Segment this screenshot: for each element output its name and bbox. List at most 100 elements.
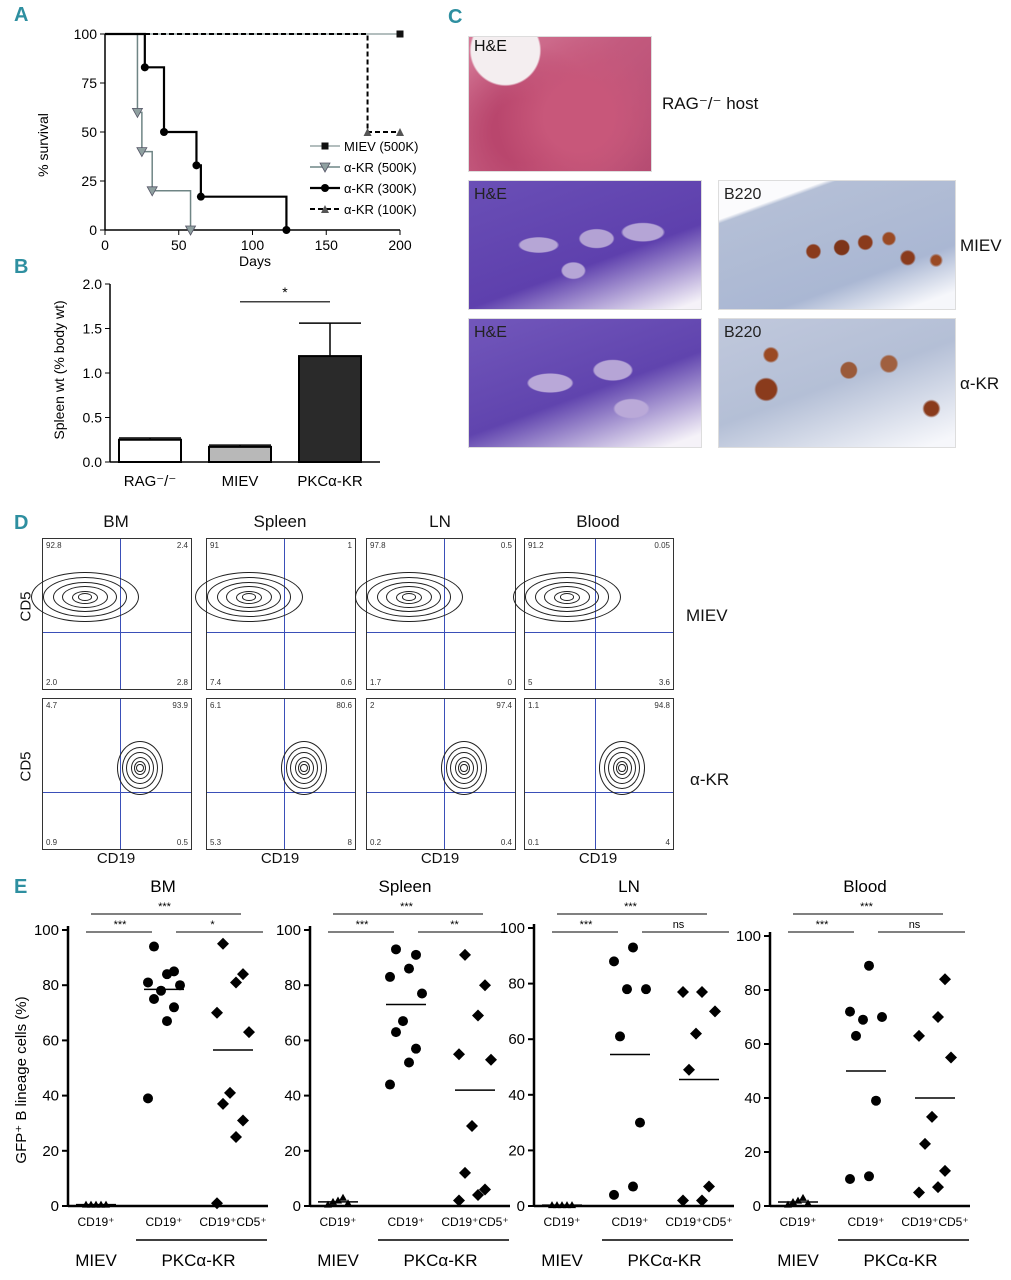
flow-gate-horizontal: [207, 632, 355, 633]
bar-category-label-1: MIEV: [222, 473, 259, 490]
dot-group-pkc: PKCα-KR: [403, 1251, 477, 1270]
flow-plot-akr-0: 4.7 93.9 0.9 0.5: [42, 698, 192, 850]
dot-point-circle: [411, 1043, 421, 1054]
dot-point-diamond: [919, 1137, 931, 1150]
flow-contour: [598, 741, 646, 795]
flow-contour: [402, 593, 416, 601]
flow-contour: [133, 761, 147, 775]
survival-marker: [131, 108, 144, 119]
dot-point-diamond: [217, 1097, 229, 1110]
flow-row-label-miev: MIEV: [686, 606, 728, 625]
dot-plot-blood: 0 20 40 60 80 100 Blood *** *** ns CD19⁺ CD19⁺ CD19⁺…: [736, 877, 970, 1270]
dot-point-diamond: [939, 1164, 951, 1177]
survival-ylabel: % survival: [35, 113, 51, 177]
dot-ytick-label: 40: [42, 1088, 59, 1105]
flow-gate-horizontal: [525, 792, 673, 793]
dot-ytick-label: 60: [508, 1031, 525, 1048]
flow-quadrant-value: 80.6: [336, 701, 352, 710]
bar-ylabel: Spleen wt (% body wt): [51, 300, 67, 439]
dot-point-diamond: [230, 1131, 242, 1143]
dot-point-circle: [385, 971, 395, 982]
survival-xtick-label: 150: [315, 237, 339, 253]
flow-quadrant-value: 4.7: [46, 701, 58, 710]
histology-miev-he: [468, 180, 702, 310]
flow-contour: [612, 757, 632, 779]
survival-xtick-label: 100: [241, 237, 265, 253]
flow-xlabel-1: CD19: [260, 850, 300, 867]
flow-contour: [618, 764, 626, 772]
flow-contour: [355, 571, 463, 623]
dot-group-miev: MIEV: [317, 1251, 359, 1270]
dot-xcat-label: CD19⁺: [319, 1215, 356, 1229]
bar-ytick-label: 0.5: [83, 410, 103, 426]
flow-contour: [62, 586, 108, 608]
survival-chart: % survival Days 0 25 50 75 100 0 50 100 150 200 M…: [35, 26, 418, 269]
label-he-akr: H&E: [474, 324, 507, 341]
dot-ytick-label: 100: [276, 922, 301, 939]
survival-ytick-label: 25: [81, 173, 97, 189]
flow-quadrant-value: 2.0: [46, 678, 58, 687]
panel-letter-e: E: [14, 876, 28, 898]
flow-quadrant-value: 2.8: [176, 678, 188, 687]
dot-point-circle: [871, 1095, 881, 1106]
dot-point-triangle: [784, 1200, 792, 1208]
dot-group-pkc: PKCα-KR: [627, 1251, 701, 1270]
dot-point-triangle: [804, 1199, 812, 1207]
dot-point-diamond: [466, 1119, 478, 1132]
survival-line-2: [105, 32, 288, 230]
flow-plot-miev-0: 92.8 2.4 2.0 2.8: [31, 538, 192, 690]
dot-point-diamond: [230, 976, 242, 989]
flow-quadrant-value: 0.1: [528, 838, 540, 847]
dot-point-diamond: [932, 1011, 944, 1023]
dot-point-diamond: [472, 1188, 484, 1201]
dot-point-diamond: [217, 937, 229, 950]
dot-point-circle: [851, 1030, 861, 1041]
dot-xcat-label: CD19⁺: [543, 1215, 580, 1229]
flow-contour: [236, 590, 262, 604]
flow-quadrant-value: 92.8: [46, 541, 62, 550]
flow-quadrant-value: 1.1: [528, 701, 540, 710]
dot-point-triangle: [339, 1193, 347, 1201]
dot-xcat-label: CD19⁺: [847, 1215, 884, 1229]
dot-point-circle: [635, 1117, 645, 1128]
dot-point-circle: [391, 944, 401, 955]
flow-tissue-title-3: Blood: [576, 512, 620, 531]
flow-gate-horizontal: [367, 792, 515, 793]
dot-point-diamond: [945, 1051, 957, 1064]
flow-quadrant-value: 0.4: [500, 838, 512, 847]
legend-label-2: α-KR (300K): [344, 181, 417, 196]
dot-sig-label: ns: [673, 919, 685, 931]
dot-xcat-label: CD19⁺CD5⁺: [199, 1215, 266, 1229]
survival-marker: [321, 142, 329, 150]
flow-contour: [604, 747, 640, 789]
dot-point-diamond: [479, 979, 491, 992]
dot-sig-label: ***: [158, 901, 172, 913]
dot-point-circle: [628, 942, 638, 953]
dot-point-circle: [143, 1093, 153, 1104]
dot-xcat-label: CD19⁺: [779, 1215, 816, 1229]
dot-sig-label: ***: [624, 901, 638, 913]
flow-plot-miev-2: 97.8 0.5 1.7 0: [355, 538, 516, 690]
bar-ytick-label: 0.0: [83, 454, 103, 470]
dot-point-diamond: [211, 1197, 223, 1210]
bar-ytick-label: 1.5: [83, 321, 103, 337]
flow-gate-horizontal: [43, 792, 191, 793]
dot-ytick-label: 20: [284, 1143, 301, 1160]
flow-plot-akr-2: 2 97.4 0.2 0.4: [366, 698, 516, 850]
survival-xtick-label: 50: [171, 237, 187, 253]
flow-quadrant-value: 8: [347, 838, 352, 847]
dot-point-circle: [411, 949, 421, 960]
dot-point-circle: [641, 984, 651, 995]
flow-xlabel-3: CD19: [578, 850, 618, 867]
dot-ytick-label: 0: [51, 1198, 59, 1215]
flow-gate-horizontal: [207, 792, 355, 793]
dot-xcat-label: CD19⁺: [145, 1215, 182, 1229]
label-he-host: H&E: [474, 38, 507, 55]
dot-sig-label: ns: [909, 919, 921, 931]
flow-contour: [544, 586, 590, 608]
dot-point-diamond: [243, 1026, 255, 1039]
dot-point-diamond: [453, 1194, 465, 1207]
label-b220-miev: B220: [724, 186, 762, 203]
flow-contour: [300, 764, 308, 772]
survival-ytick-label: 0: [89, 222, 97, 238]
